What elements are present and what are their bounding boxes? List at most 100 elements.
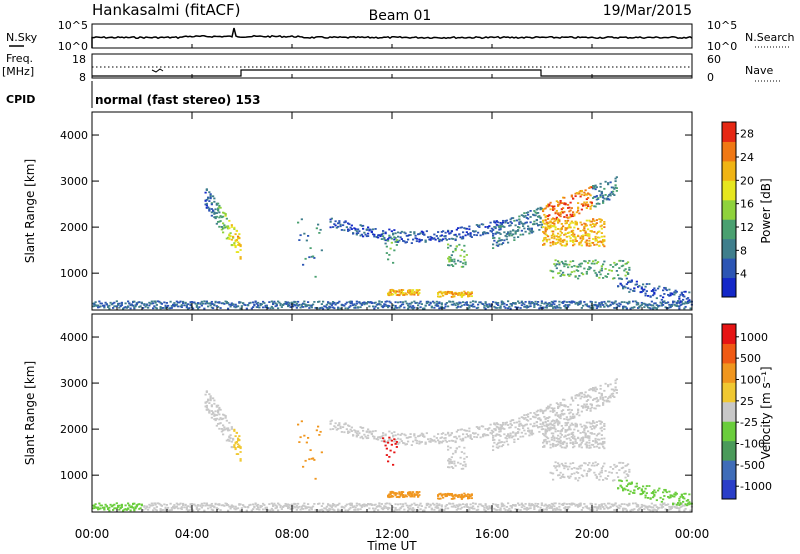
echo-cell	[559, 240, 562, 243]
echo-cell	[452, 293, 455, 296]
echo-cell	[312, 457, 315, 460]
echo-cell	[403, 508, 406, 511]
echo-cell	[564, 227, 567, 230]
echo-cell	[587, 464, 590, 466]
echo-cell	[599, 185, 602, 188]
echo-cell	[615, 270, 618, 272]
echo-cell	[450, 303, 453, 306]
echo-cell	[615, 465, 618, 468]
echo-cell	[614, 388, 617, 391]
echo-cell	[464, 465, 467, 468]
echo-cell	[643, 288, 646, 291]
echo-cell	[402, 505, 405, 508]
echo-cell	[393, 249, 396, 252]
echo-cell	[464, 429, 467, 432]
echo-cell	[424, 241, 427, 243]
colorbar-swatch	[722, 460, 736, 481]
echo-cell	[519, 435, 522, 438]
echo-cell	[522, 416, 525, 419]
echo-cell	[535, 219, 538, 222]
echo-cell	[557, 440, 560, 443]
echo-cell	[370, 231, 373, 234]
echo-cell	[398, 289, 401, 292]
echo-cell	[333, 301, 336, 304]
echo-cell	[369, 430, 372, 433]
echo-cell	[552, 230, 555, 233]
echo-cell	[432, 502, 435, 505]
echo-cell	[377, 234, 380, 237]
echo-cell	[568, 465, 571, 468]
echo-cell	[608, 400, 611, 403]
echo-cell	[463, 492, 466, 495]
echo-cell	[568, 300, 571, 303]
echo-cell	[215, 202, 218, 205]
echo-cell	[463, 293, 466, 295]
echo-cell	[552, 243, 555, 246]
echo-cell	[569, 403, 572, 406]
echo-cell	[615, 187, 618, 190]
echo-cell	[487, 232, 490, 235]
echo-cell	[395, 442, 398, 445]
echo-cell	[627, 281, 630, 284]
echo-cell	[344, 303, 347, 305]
echo-cell	[164, 509, 167, 512]
echo-cell	[335, 226, 338, 229]
echo-cell	[615, 303, 618, 306]
echo-cell	[359, 306, 362, 309]
echo-cell	[239, 301, 242, 304]
echo-cell	[580, 395, 583, 398]
echo-cell	[544, 435, 547, 438]
echo-cell	[255, 504, 258, 507]
echo-cell	[334, 422, 337, 425]
echo-cell	[558, 306, 561, 309]
echo-cell	[329, 508, 332, 511]
echo-cell	[252, 301, 255, 304]
echo-cell	[233, 228, 236, 230]
echo-cell	[603, 447, 606, 450]
echo-cell	[122, 509, 125, 512]
echo-cell	[410, 306, 413, 309]
echo-cell	[332, 428, 335, 430]
echo-cell	[605, 276, 608, 278]
echo-cell	[308, 509, 311, 511]
echo-cell	[569, 428, 572, 431]
echo-cell	[462, 293, 465, 296]
echo-cell	[387, 258, 390, 261]
echo-cell	[329, 226, 332, 229]
echo-cell	[305, 506, 308, 509]
echo-cell	[395, 508, 398, 511]
echo-cell	[377, 436, 380, 439]
echo-cell	[594, 437, 597, 440]
echo-cell	[235, 507, 238, 510]
echo-cell	[567, 428, 570, 431]
echo-cell	[605, 400, 608, 403]
echo-cell	[602, 396, 605, 399]
echo-cell	[209, 302, 212, 305]
echo-cell	[599, 304, 602, 306]
echo-cell	[398, 496, 401, 499]
echo-cell	[219, 417, 222, 419]
echo-cell	[233, 226, 236, 229]
echo-cell	[239, 458, 242, 460]
echo-cell	[392, 495, 395, 498]
echo-cell	[595, 475, 598, 478]
echo-cell	[573, 270, 576, 273]
echo-cell	[447, 257, 450, 260]
echo-cell	[600, 504, 603, 507]
echo-cell	[550, 420, 553, 423]
echo-cell	[208, 409, 211, 412]
echo-cell	[598, 302, 601, 304]
echo-cell	[592, 444, 595, 446]
echo-cell	[520, 502, 523, 505]
echo-cell	[464, 263, 467, 266]
echo-cell	[644, 487, 647, 490]
echo-cell	[662, 506, 665, 508]
echo-cell	[588, 421, 591, 424]
echo-cell	[524, 423, 527, 426]
echo-cell	[397, 443, 400, 445]
echo-cell	[665, 301, 668, 304]
echo-cell	[355, 233, 358, 236]
echo-cell	[500, 300, 503, 303]
echo-cell	[535, 505, 538, 507]
echo-cell	[614, 184, 617, 187]
